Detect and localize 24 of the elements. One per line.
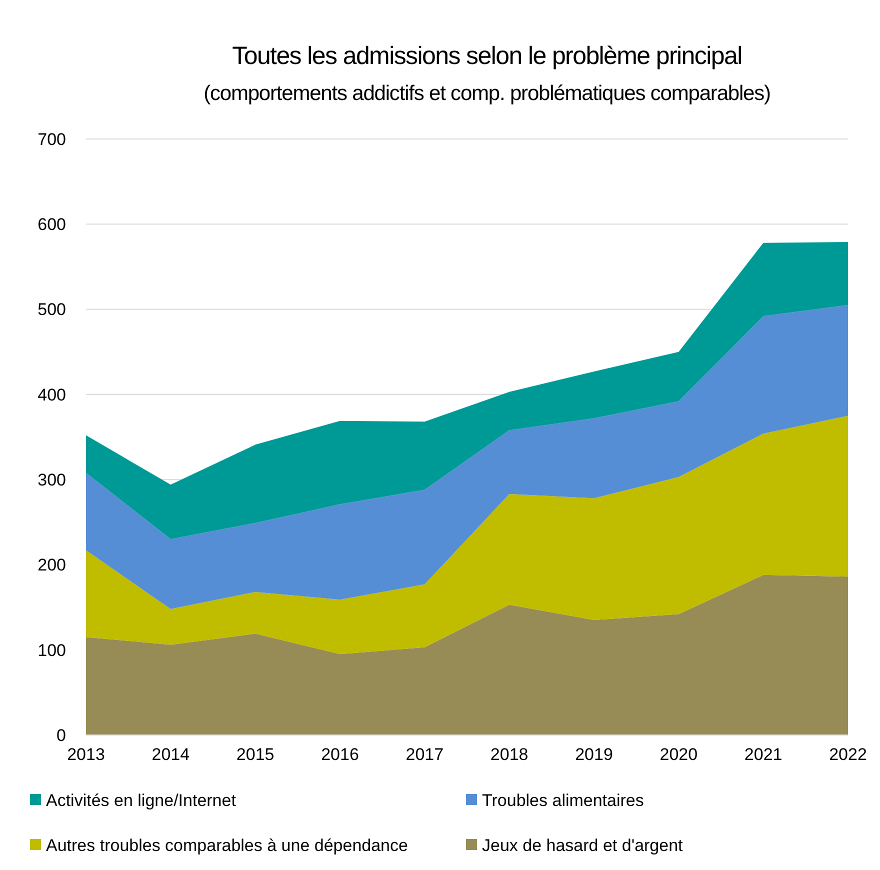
x-tick-label: 2020 [660, 745, 698, 764]
y-tick-label: 400 [38, 385, 66, 404]
x-tick-label: 2019 [575, 745, 613, 764]
y-tick-label: 600 [38, 215, 66, 234]
y-tick-label: 300 [38, 470, 66, 490]
x-tick-label: 2014 [152, 745, 190, 764]
y-tick-label: 200 [38, 556, 66, 575]
x-tick-label: 2021 [744, 745, 782, 764]
y-tick-label: 0 [56, 726, 66, 745]
chart-subtitle: (comportements addictifs et comp. problématiques comparables) [204, 82, 770, 105]
legend-label: Jeux de hasard et d'argent [482, 836, 684, 855]
x-tick-label: 2015 [236, 745, 274, 764]
x-tick-label: 2017 [406, 745, 444, 764]
legend-label: Autres troubles comparables à une dépendance [46, 836, 408, 855]
x-tick-label: 2022 [829, 745, 867, 764]
x-tick-label: 2018 [490, 745, 528, 764]
y-tick-label: 700 [38, 130, 66, 149]
legend-label: Troubles alimentaires [482, 790, 644, 810]
y-tick-label: 500 [38, 300, 66, 320]
legend-label: Activités en ligne/Internet [46, 790, 236, 810]
x-tick-label: 2013 [67, 745, 105, 764]
chart-title: Toutes les admissions selon le problème principal [232, 42, 742, 70]
x-tick-label: 2016 [321, 745, 359, 764]
y-tick-label: 100 [38, 640, 66, 660]
